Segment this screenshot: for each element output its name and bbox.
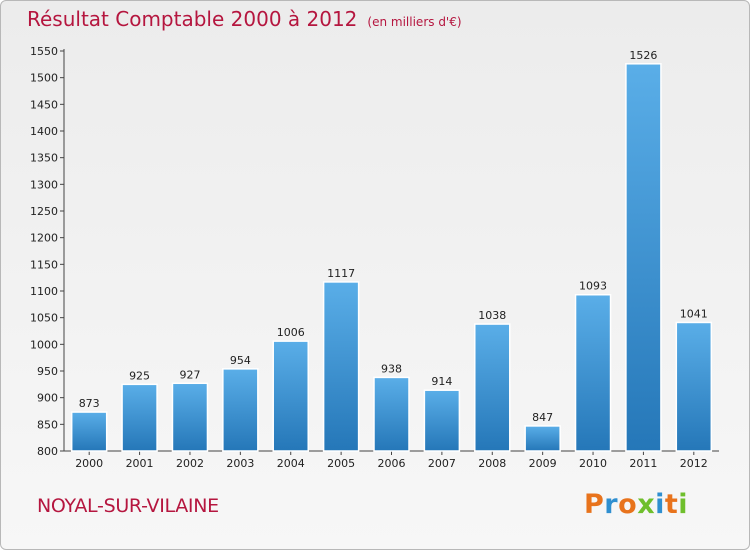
logo-letter: P [584, 489, 605, 520]
x-tick-label: 2008 [478, 457, 506, 470]
y-tick-label: 850 [37, 418, 58, 431]
bar-value-label: 954 [230, 354, 251, 367]
bar [474, 323, 511, 452]
bar [222, 368, 259, 452]
logo-letter: t [664, 489, 679, 520]
bar [524, 425, 561, 452]
bar-value-label: 927 [179, 368, 200, 381]
bar-value-label: 1526 [629, 49, 657, 62]
y-tick-label: 1450 [30, 98, 58, 111]
proxiti-logo: Proxiti [584, 489, 688, 520]
bar [373, 376, 410, 452]
chart-unit-label: (en milliers d'€) [367, 15, 462, 29]
y-tick-label: 1350 [30, 152, 58, 165]
y-tick-label: 1000 [30, 338, 58, 351]
y-tick-label: 1200 [30, 232, 58, 245]
y-tick-label: 950 [37, 365, 58, 378]
x-tick-label: 2006 [378, 457, 406, 470]
x-tick-label: 2009 [529, 457, 557, 470]
bar [70, 411, 108, 452]
logo-letter: i [655, 489, 665, 520]
x-tick-label: 2011 [629, 457, 657, 470]
bar [675, 321, 713, 452]
bar-value-label: 847 [532, 411, 553, 424]
bar [625, 63, 662, 452]
y-tick-label: 1550 [30, 45, 58, 58]
bar [423, 389, 461, 452]
commune-name: NOYAL-SUR-VILAINE [37, 495, 219, 517]
y-tick-label: 1050 [30, 312, 58, 325]
bar-value-label: 1117 [327, 267, 355, 280]
x-tick-label: 2002 [176, 457, 204, 470]
logo-letter: i [678, 489, 689, 520]
x-tick-label: 2010 [579, 457, 607, 470]
bar-value-label: 1006 [277, 326, 305, 339]
y-tick-label: 800 [37, 445, 58, 458]
logo-letter: r [604, 489, 619, 520]
logo-letter: o [618, 489, 638, 520]
x-tick-label: 2001 [126, 457, 154, 470]
y-tick-label: 900 [37, 392, 58, 405]
bar-value-label: 925 [129, 369, 150, 382]
x-tick-label: 2000 [75, 457, 103, 470]
bar [171, 382, 209, 452]
bar-value-label: 873 [79, 397, 100, 410]
logo-letter: x [637, 489, 656, 520]
x-tick-label: 2003 [226, 457, 254, 470]
bar-value-label: 938 [381, 362, 402, 375]
y-tick-label: 1150 [30, 258, 58, 271]
chart-title-text: Résultat Comptable 2000 à 2012 [27, 7, 358, 31]
y-tick-label: 1400 [30, 125, 58, 138]
y-tick-label: 1250 [30, 205, 58, 218]
bar-value-label: 1038 [478, 309, 506, 322]
chart-title: Résultat Comptable 2000 à 2012 (en millie… [27, 7, 462, 31]
y-tick-label: 1500 [30, 72, 58, 85]
bar [272, 340, 309, 452]
x-tick-label: 2005 [327, 457, 355, 470]
x-tick-label: 2004 [277, 457, 305, 470]
y-tick-label: 1100 [30, 285, 58, 298]
bar-value-label: 914 [431, 375, 452, 388]
bar-value-label: 1093 [579, 280, 607, 293]
bar [322, 281, 360, 452]
x-tick-label: 2012 [680, 457, 708, 470]
x-tick-label: 2007 [428, 457, 456, 470]
bar [121, 383, 158, 452]
bar-value-label: 1041 [680, 307, 708, 320]
bar [574, 293, 612, 452]
y-tick-label: 1300 [30, 178, 58, 191]
